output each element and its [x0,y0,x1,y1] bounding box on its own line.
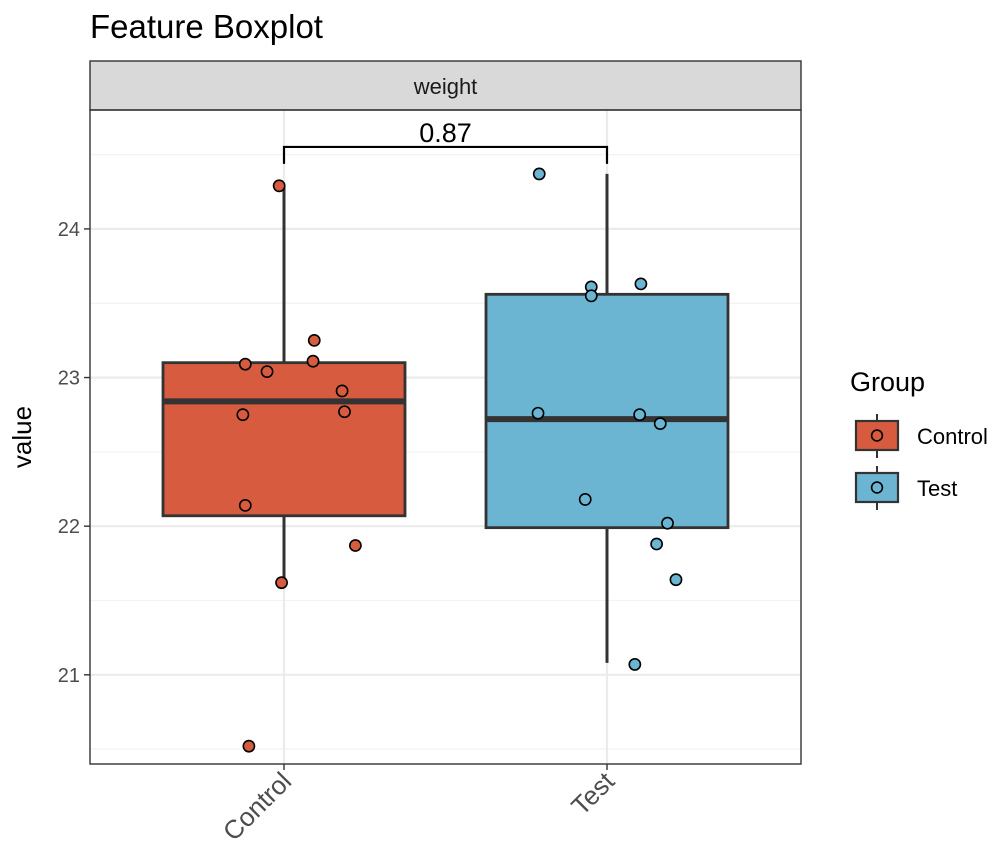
data-point-control-10 [275,576,288,590]
legend-item-control: Control [854,414,988,458]
box-test [484,173,730,663]
boxes [161,173,730,663]
data-point-control-5 [335,384,349,398]
facet-strip-label: weight [413,74,478,99]
y-tick-label-2: 23 [58,368,80,390]
data-point-test-6 [653,417,667,431]
box-control [161,185,407,583]
box-body-test [484,292,730,530]
data-point-test-9 [650,537,664,551]
y-axis-title: value [7,406,37,468]
y-tick-label-3: 24 [58,219,80,241]
data-point-control-11 [242,739,256,753]
data-point-test-2 [584,289,598,303]
data-point-control-6 [338,405,351,419]
data-point-control-0 [272,179,286,193]
x-tick-label-test: Test [565,765,620,820]
data-point-test-0 [532,167,546,181]
p-value-label: 0.87 [419,118,472,148]
y-tick-label-0: 21 [58,665,80,687]
data-point-test-10 [669,573,683,587]
points [236,167,683,753]
legend: Group Control Test [850,367,988,510]
legend-title: Group [850,367,925,397]
legend-point-control [870,429,884,442]
data-point-control-1 [307,333,321,347]
data-point-control-4 [306,354,320,368]
bracket-line [282,145,609,164]
data-point-control-8 [238,498,252,512]
x-tick-label-control: Control [217,766,297,846]
legend-point-test [870,481,884,494]
facet-strip [89,60,802,111]
chart-title: Feature Boxplot [90,8,323,45]
legend-entries: Control Test [854,414,988,510]
y-axis: 21 22 23 24 [58,219,90,687]
legend-label-control: Control [917,424,988,449]
data-point-test-7 [578,493,592,506]
legend-label-test: Test [917,476,957,501]
data-point-control-7 [236,408,250,422]
panel-border [89,109,802,765]
data-point-control-2 [238,357,252,371]
data-point-test-11 [628,658,642,671]
data-point-control-3 [260,365,274,378]
legend-item-test: Test [854,466,957,510]
data-point-control-9 [348,539,362,552]
y-tick-label-1: 22 [58,516,80,538]
x-axis: Control Test [217,764,621,847]
data-point-test-3 [634,277,648,291]
box-body-control [161,361,407,518]
comparison-bracket: 0.87 [282,118,609,164]
data-point-test-4 [531,406,545,420]
data-point-test-5 [633,408,647,422]
data-point-test-8 [661,516,674,530]
